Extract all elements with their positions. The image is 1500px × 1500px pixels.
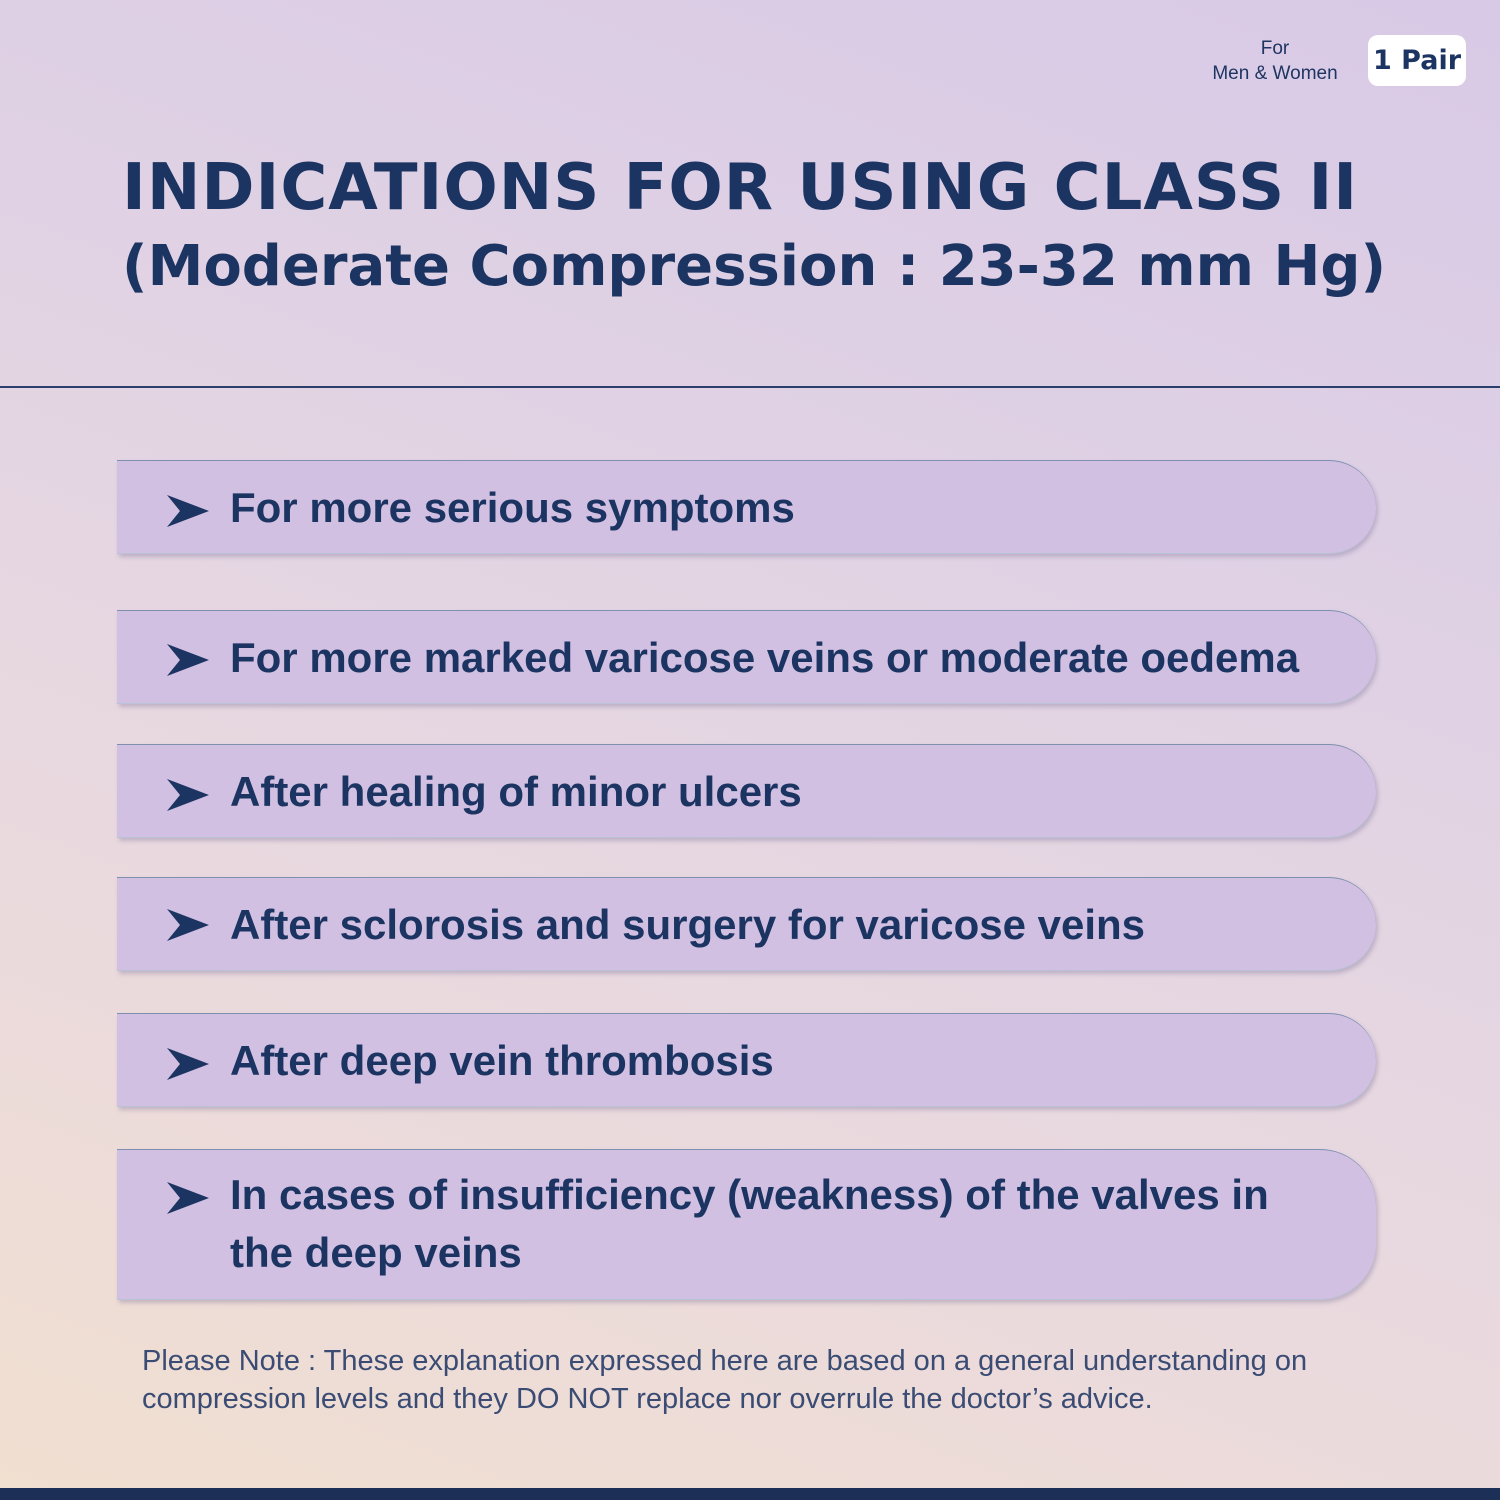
arrow-bullet-icon xyxy=(165,1178,211,1218)
arrow-bullet-icon xyxy=(165,640,211,680)
indication-text: For more serious symptoms xyxy=(230,484,795,531)
audience-line-1: For xyxy=(1260,38,1290,59)
title-block: INDICATIONS FOR USING CLASS II (Moderate… xyxy=(122,148,1452,306)
indication-item: After deep vein thrombosis xyxy=(117,1013,1376,1107)
audience-line-2: Men & Women xyxy=(1212,63,1338,84)
disclaimer-note: Please Note : These explanation expresse… xyxy=(142,1345,1308,1415)
indication-text: After sclorosis and surgery for varicose… xyxy=(230,901,1146,948)
indication-text: After healing of minor ulcers xyxy=(230,768,802,815)
page-subtitle: (Moderate Compression : 23-32 mm Hg) xyxy=(122,234,1387,299)
arrow-bullet-icon xyxy=(165,1044,211,1084)
indication-text: For more marked varicose veins or modera… xyxy=(230,634,1300,681)
indication-item: For more serious symptoms xyxy=(117,460,1376,554)
pair-badge: 1 Pair xyxy=(1368,35,1466,86)
audience-label: For Men & Women xyxy=(1200,36,1350,86)
indication-item: For more marked varicose veins or modera… xyxy=(117,610,1376,704)
page-title: INDICATIONS FOR USING CLASS II xyxy=(122,151,1359,225)
indication-item: In cases of insufficiency (weakness) of … xyxy=(117,1149,1376,1300)
footer-bar xyxy=(0,1488,1500,1500)
divider xyxy=(0,386,1500,388)
arrow-bullet-icon xyxy=(165,775,211,815)
indication-item: After healing of minor ulcers xyxy=(117,744,1376,838)
indication-item: After sclorosis and surgery for varicose… xyxy=(117,877,1376,971)
arrow-bullet-icon xyxy=(165,491,211,531)
indication-text: In cases of insufficiency (weakness) of … xyxy=(230,1171,1269,1276)
arrow-bullet-icon xyxy=(165,905,211,945)
indication-text: After deep vein thrombosis xyxy=(230,1037,774,1084)
